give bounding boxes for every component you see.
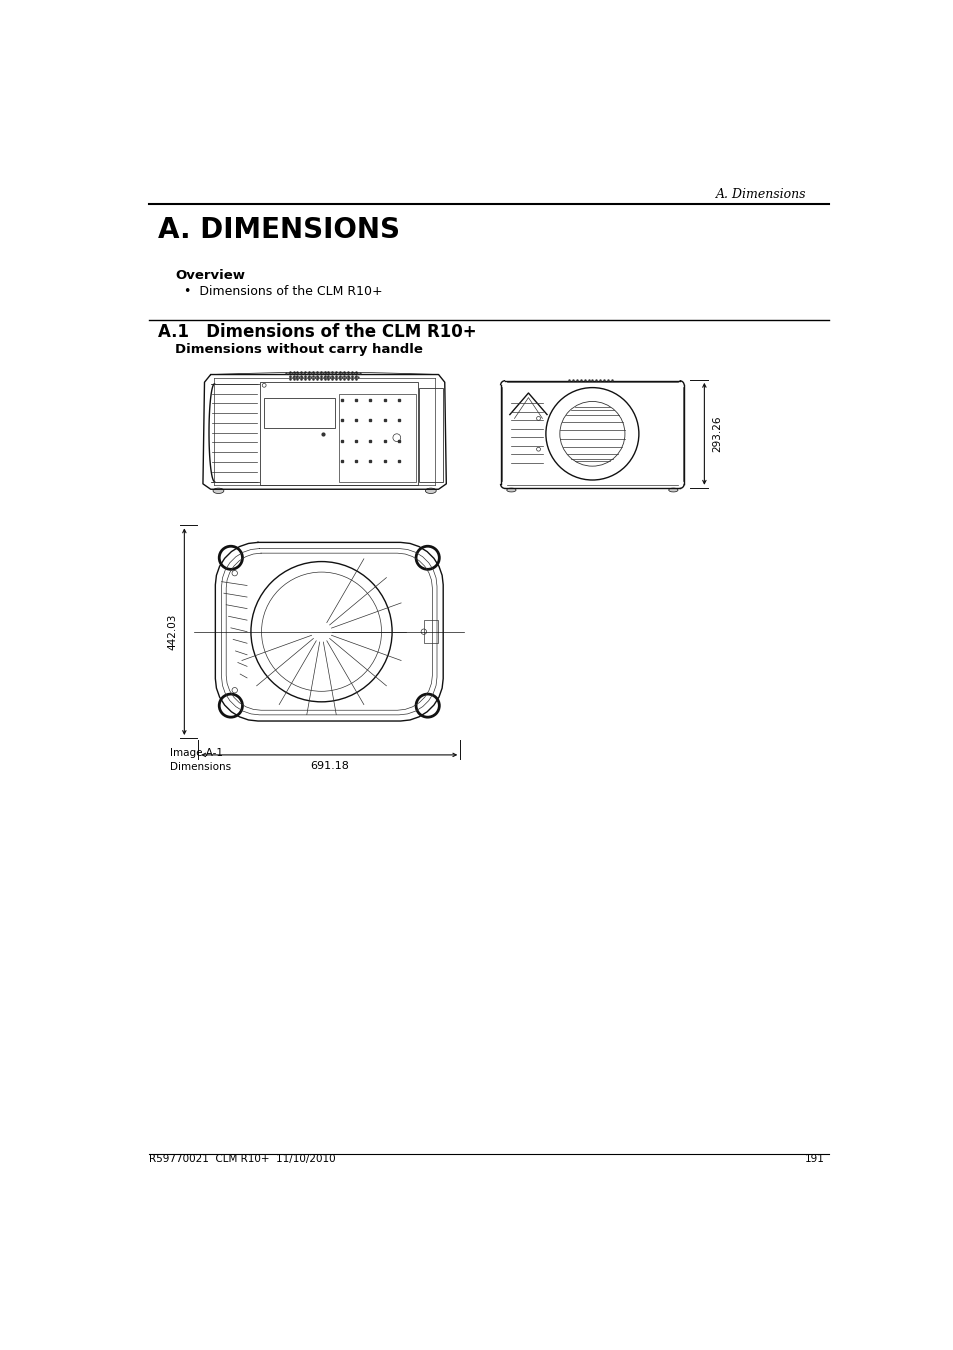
Text: 293.26: 293.26: [711, 416, 721, 452]
Text: 691.18: 691.18: [310, 760, 349, 771]
Bar: [418, 387, 443, 482]
Text: Dimensions: Dimensions: [170, 763, 231, 772]
Bar: [264, 398, 335, 428]
Text: Dimensions without carry handle: Dimensions without carry handle: [174, 343, 422, 355]
Ellipse shape: [668, 489, 678, 491]
Text: 442.03: 442.03: [167, 613, 176, 649]
Ellipse shape: [425, 489, 436, 494]
Ellipse shape: [213, 489, 224, 494]
Text: Image A-1: Image A-1: [170, 748, 222, 759]
Text: A. Dimensions: A. Dimensions: [716, 188, 805, 201]
Bar: [423, 620, 437, 643]
Text: •  Dimensions of the CLM R10+: • Dimensions of the CLM R10+: [184, 285, 382, 298]
Bar: [260, 382, 417, 486]
Text: A. DIMENSIONS: A. DIMENSIONS: [158, 216, 399, 244]
Text: A.1   Dimensions of the CLM R10+: A.1 Dimensions of the CLM R10+: [158, 323, 476, 342]
Text: Overview: Overview: [174, 270, 245, 282]
Text: R59770021  CLM R10+  11/10/2010: R59770021 CLM R10+ 11/10/2010: [149, 1154, 335, 1164]
Ellipse shape: [506, 489, 516, 491]
Text: 191: 191: [803, 1154, 823, 1164]
Bar: [338, 394, 416, 482]
